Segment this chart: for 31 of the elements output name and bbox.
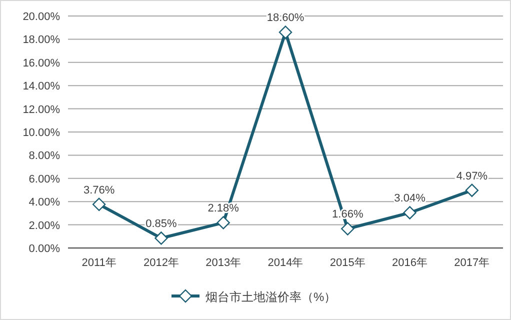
point [403, 206, 416, 220]
point [465, 184, 479, 197]
y-tick-label: 4.00% [28, 196, 60, 209]
data-label: 18.60% [266, 12, 304, 24]
y-tick-label: 2.00% [28, 220, 60, 232]
x-tick-label: 2016年 [392, 257, 428, 269]
point [341, 222, 354, 236]
x-tick-label: 2017年 [454, 257, 490, 269]
point [154, 232, 168, 245]
data-label: 3.76% [83, 184, 115, 196]
y-tick-label: 12.00% [22, 104, 60, 116]
point [278, 26, 292, 39]
data-label: 3.04% [394, 192, 426, 205]
point [216, 216, 230, 230]
x-tick-label: 2014年 [268, 257, 304, 269]
y-tick-label: 18.00% [22, 34, 60, 46]
x-tick-label: 2015年 [330, 257, 366, 269]
y-tick-label: 8.00% [28, 150, 60, 162]
x-tick-label: 2013年 [206, 257, 242, 269]
y-tick-label: 14.00% [22, 80, 60, 93]
y-tick-label: 0.00% [28, 243, 60, 255]
x-tick-label: 2011年 [82, 257, 116, 269]
data-label: 4.97% [456, 170, 488, 182]
x-tick-label: 2012年 [143, 257, 179, 269]
legend-label: 烟台市土地溢价率（%） [206, 290, 336, 304]
data-label: 0.85% [146, 218, 178, 230]
y-tick-label: 10.00% [22, 127, 60, 139]
y-tick-label: 20.00% [22, 11, 60, 23]
y-tick-label: 6.00% [28, 173, 60, 186]
point [92, 198, 106, 211]
y-tick-label: 16.00% [22, 57, 60, 70]
